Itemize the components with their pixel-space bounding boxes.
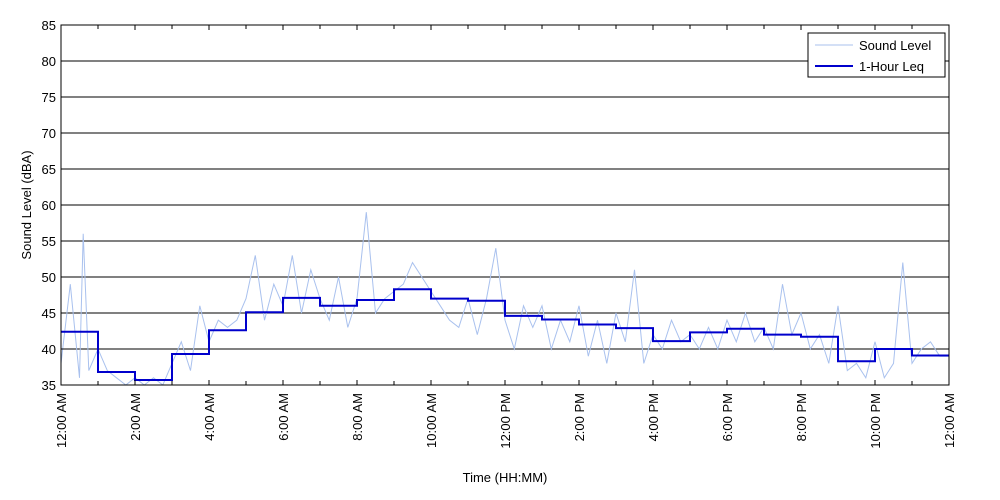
x-tick-label-6: 12:00 PM bbox=[498, 393, 513, 449]
y-tick-label-85: 85 bbox=[42, 18, 56, 33]
y-axis-title: Sound Level (dBA) bbox=[19, 150, 34, 259]
y-tick-label-40: 40 bbox=[42, 342, 56, 357]
legend: Sound Level 1-Hour Leq bbox=[807, 32, 946, 78]
y-tick-label-45: 45 bbox=[42, 306, 56, 321]
y-tick-label-65: 65 bbox=[42, 162, 56, 177]
series-1-hour-leq-step-line bbox=[61, 288, 949, 381]
x-tick-label-9: 6:00 PM bbox=[720, 393, 735, 441]
y-tick-label-50: 50 bbox=[42, 270, 56, 285]
x-axis-title: Time (HH:MM) bbox=[463, 470, 548, 485]
x-tick-label-2: 4:00 AM bbox=[202, 393, 217, 441]
y-tick-label-60: 60 bbox=[42, 198, 56, 213]
x-tick-label-3: 6:00 AM bbox=[276, 393, 291, 441]
x-tick-label-12: 12:00 AM bbox=[942, 393, 957, 448]
series-sound-level-line bbox=[60, 212, 949, 386]
series-layer bbox=[60, 212, 949, 386]
x-tick-label-5: 10:00 AM bbox=[424, 393, 439, 448]
x-tick-label-7: 2:00 PM bbox=[572, 393, 587, 441]
y-tick-label-35: 35 bbox=[42, 378, 56, 393]
y-tick-label-80: 80 bbox=[42, 54, 56, 69]
y-tick-label-70: 70 bbox=[42, 126, 56, 141]
x-tick-label-0: 12:00 AM bbox=[54, 393, 69, 448]
y-tick-label-75: 75 bbox=[42, 90, 56, 105]
legend-label-sound-level: Sound Level bbox=[859, 38, 931, 53]
legend-box bbox=[807, 32, 946, 78]
x-tick-label-4: 8:00 AM bbox=[350, 393, 365, 441]
legend-label-1-hour-leq: 1-Hour Leq bbox=[859, 59, 924, 74]
x-tick-label-11: 10:00 PM bbox=[868, 393, 883, 449]
tick-labels: 35 40 45 50 55 60 65 70 75 80 85 12:00 AM 2:00 AM 4:0… bbox=[42, 18, 957, 449]
axis-ticks bbox=[60, 24, 950, 386]
x-tick-label-8: 4:00 PM bbox=[646, 393, 661, 441]
x-tick-label-10: 8:00 PM bbox=[794, 393, 809, 441]
y-tick-label-55: 55 bbox=[42, 234, 56, 249]
x-tick-label-1: 2:00 AM bbox=[128, 393, 143, 441]
